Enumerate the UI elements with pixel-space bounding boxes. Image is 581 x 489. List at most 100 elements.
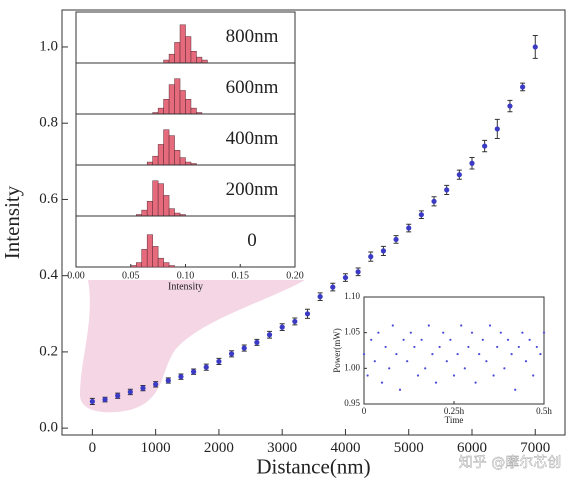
y-axis-label: Power(mW) <box>332 328 342 373</box>
hist-bar <box>157 257 164 268</box>
x-tick-label: 0.15 <box>232 270 250 281</box>
panel-label: 600nm <box>226 77 279 98</box>
data-point <box>431 198 437 204</box>
data-point <box>431 352 434 356</box>
x-tick-label: 0 <box>89 440 97 456</box>
hist-bar <box>146 234 153 268</box>
data-point <box>317 294 323 300</box>
data-point <box>178 374 184 380</box>
data-point <box>434 381 438 384</box>
data-point <box>514 388 517 391</box>
hist-bar <box>168 265 175 268</box>
data-point <box>368 254 374 260</box>
data-point <box>395 352 398 356</box>
data-point <box>292 318 298 325</box>
data-point <box>456 352 459 356</box>
x-tick-label: 7000 <box>520 440 550 456</box>
hist-bar <box>168 208 175 217</box>
data-point <box>427 324 430 327</box>
hist-bar <box>146 201 153 217</box>
hist-bar <box>168 84 175 115</box>
plot-frame <box>61 9 566 436</box>
data-point <box>467 345 470 349</box>
data-point <box>521 331 524 334</box>
data-point <box>228 351 235 357</box>
hist-bar <box>163 129 170 166</box>
hist-bar <box>135 262 142 268</box>
x-tick-label: 5000 <box>394 440 424 456</box>
data-point <box>424 367 427 370</box>
x-tick-label: 0.10 <box>177 270 195 281</box>
data-point <box>507 103 513 109</box>
data-point <box>438 345 441 349</box>
data-point <box>377 331 380 334</box>
data-point <box>492 374 495 377</box>
data-point <box>478 352 481 356</box>
data-point <box>391 324 394 327</box>
data-point <box>362 352 366 356</box>
data-point <box>456 172 462 178</box>
data-point <box>485 360 488 363</box>
plot-frame <box>363 296 545 405</box>
data-point <box>449 338 452 341</box>
panel-label: 200nm <box>226 179 279 200</box>
hist-bar <box>185 99 192 115</box>
x-tick-label: 6000 <box>457 440 487 456</box>
data-point <box>524 360 528 363</box>
y-tick-label: 0.8 <box>39 115 58 131</box>
hist-bar <box>185 36 192 64</box>
data-point <box>191 369 197 375</box>
data-point <box>402 338 405 341</box>
y-tick-label: 1.0 <box>39 38 58 54</box>
data-point <box>254 339 260 345</box>
data-point <box>463 367 466 370</box>
data-point <box>216 358 222 365</box>
data-point <box>499 331 502 334</box>
data-point <box>418 212 424 218</box>
x-tick-label: 3000 <box>267 440 297 456</box>
hist-bar <box>190 51 197 64</box>
x-tick-label: 0.25h <box>444 406 465 416</box>
hist-bar <box>179 90 186 115</box>
data-point <box>413 345 416 349</box>
highlight-region <box>80 280 305 413</box>
y-tick-label: 0.6 <box>39 191 58 207</box>
data-point <box>482 143 488 149</box>
data-point <box>469 160 475 166</box>
data-point <box>535 345 538 349</box>
data-point <box>470 331 474 334</box>
data-point <box>488 324 492 327</box>
hist-bar <box>174 78 181 115</box>
data-point <box>539 352 542 356</box>
data-point <box>393 236 399 243</box>
hist-bar <box>174 150 181 166</box>
y-axis-label: Intensity <box>0 185 24 259</box>
hist-bar <box>141 249 148 268</box>
data-point <box>496 345 499 349</box>
data-point <box>416 374 420 377</box>
data-point <box>102 396 108 403</box>
data-point <box>528 338 531 341</box>
data-point <box>481 338 484 341</box>
data-point <box>494 126 500 132</box>
data-point <box>510 352 513 356</box>
hist-bar <box>152 246 159 268</box>
hist-bar <box>152 180 159 217</box>
data-point <box>342 274 349 281</box>
data-point <box>115 393 121 399</box>
data-point <box>532 44 538 50</box>
data-point <box>542 331 546 334</box>
x-tick-label: 0 <box>362 406 367 416</box>
y-tick-label: 0.2 <box>39 343 58 359</box>
x-axis-label: Time <box>445 415 464 425</box>
hist-bar <box>157 144 164 166</box>
data-point <box>380 248 387 254</box>
data-point <box>442 331 445 334</box>
data-point <box>279 324 285 330</box>
data-point <box>153 381 159 387</box>
data-point <box>409 331 412 334</box>
data-point <box>444 187 450 193</box>
hist-bar <box>130 265 137 268</box>
data-point <box>445 360 448 363</box>
